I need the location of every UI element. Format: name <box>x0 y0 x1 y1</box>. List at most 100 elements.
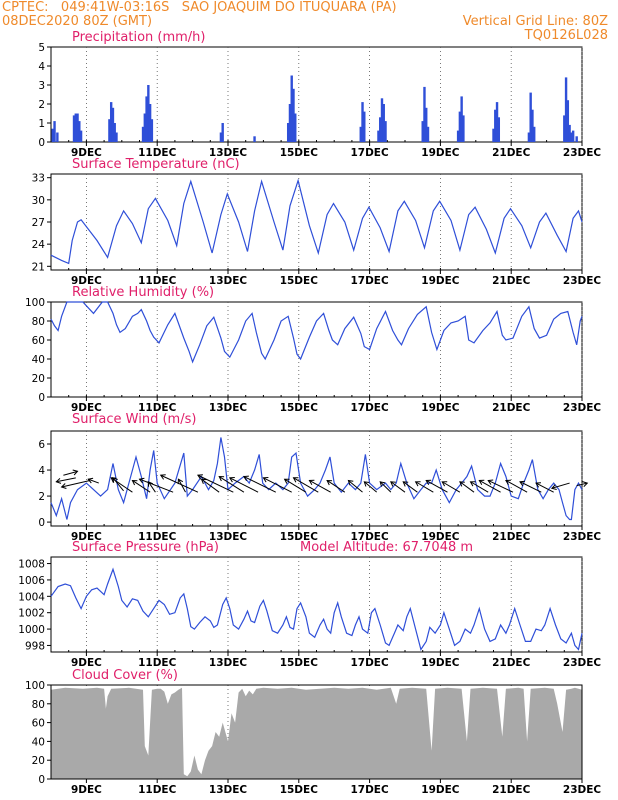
rh-title: Relative Humidity (%) <box>72 285 214 300</box>
precip-title: Precipitation (mm/h) <box>72 30 205 45</box>
precip-bar <box>425 107 428 142</box>
wind-wind-arrow <box>390 481 406 493</box>
wind-wind-arrow <box>61 479 91 488</box>
precip-xtick-label: 21DEC <box>492 147 531 159</box>
rh-ytick-label: 20 <box>32 373 45 385</box>
wind-wind-arrowhead <box>283 478 290 484</box>
wind-wind-arrowhead <box>582 481 589 487</box>
wind-wind-arrow <box>293 477 319 493</box>
pres-subtitle: Model Altitude: 67.7048 m <box>300 540 473 555</box>
wind-wind-arrowhead <box>550 484 557 490</box>
wind-wind-arrowhead <box>379 481 386 487</box>
precip-bar <box>115 132 118 142</box>
cloud-xtick-label: 17DEC <box>350 784 389 796</box>
cloud-xtick-label: 13DEC <box>209 784 248 796</box>
wind-wind-arrow <box>178 478 186 493</box>
wind-wind-arrowhead <box>414 481 421 487</box>
cloud-xtick-label: 23DEC <box>563 784 602 796</box>
precip-bar <box>460 96 463 142</box>
cloud-title: Cloud Cover (%) <box>72 668 178 683</box>
wind-wind-arrow <box>470 481 489 493</box>
wind-wind-arrowhead <box>55 478 62 484</box>
rh-ytick-label: 0 <box>38 392 45 404</box>
precip-bar <box>294 113 297 142</box>
pres-xtick-label: 9DEC <box>71 657 102 669</box>
precip-bar <box>563 115 566 142</box>
pres-xtick-label: 15DEC <box>280 657 319 669</box>
wind-wind-arrow <box>535 482 554 493</box>
wind-wind-arrowhead <box>441 481 448 487</box>
temp-xtick-label: 19DEC <box>421 275 460 287</box>
wind-wind-arrow <box>348 480 363 493</box>
precip-bar <box>109 102 113 142</box>
wind-wind-arrowhead <box>138 477 145 484</box>
rh-xtick-label: 11DEC <box>138 402 177 414</box>
precip-bar <box>51 128 54 142</box>
wind-wind-arrow <box>551 482 570 489</box>
wind-wind-arrow <box>505 480 528 493</box>
wind-wind-arrow <box>110 477 133 493</box>
pres-ytick-label: 1000 <box>18 624 45 636</box>
wind-wind-arrowhead <box>535 482 542 488</box>
temp-title: Surface Temperature (nC) <box>72 157 240 172</box>
cloud-ytick-label: 60 <box>32 718 45 730</box>
wind-title: Surface Wind (m/s) <box>72 412 196 427</box>
precip-bar <box>377 130 380 142</box>
precip-bar <box>111 107 115 142</box>
rh-frame <box>50 301 583 398</box>
precip-bar <box>531 109 534 142</box>
precip-bar <box>456 130 460 142</box>
pres-xtick-label: 13DEC <box>209 657 248 669</box>
precip-xtick-label: 11DEC <box>138 147 177 159</box>
precip-bar <box>253 136 256 142</box>
rh-ytick-label: 40 <box>32 354 45 366</box>
wind-wind-arrow <box>576 482 588 487</box>
cloud-xtick-label: 9DEC <box>71 784 102 796</box>
wind-wind-arrowhead <box>72 469 79 476</box>
wind-wind-arrowhead <box>243 475 249 481</box>
precip-bar <box>74 113 77 142</box>
precip-bar <box>221 123 224 142</box>
wind-wind-arrow <box>363 481 378 493</box>
wind-wind-arrowhead <box>200 478 207 484</box>
wind-wind-arrow <box>309 480 331 493</box>
precip-bar <box>380 98 384 142</box>
temp-xtick-label: 13DEC <box>209 275 248 287</box>
pres-ytick-label: 1002 <box>18 608 45 620</box>
precip-bar <box>286 123 290 142</box>
wind-wind-arrowhead <box>292 477 299 483</box>
wind-wind-arrow <box>487 480 514 493</box>
precip-bar <box>495 102 499 142</box>
precip-ytick-label: 4 <box>38 61 45 73</box>
precip-bar <box>79 130 83 142</box>
wind-xtick-label: 15DEC <box>280 531 319 543</box>
precip-xtick-label: 23DEC <box>563 147 602 159</box>
temp-xtick-label: 23DEC <box>563 275 602 287</box>
wind-wind-arrow <box>415 481 434 493</box>
precip-bar <box>141 126 145 142</box>
wind-wind-arrowhead <box>519 480 526 487</box>
rh-ytick-label: 60 <box>32 335 45 347</box>
precip-frame <box>50 46 583 143</box>
precip-bar <box>533 126 536 142</box>
cloud-xtick-label: 19DEC <box>421 784 460 796</box>
pres-ytick-label: 1006 <box>18 575 45 587</box>
temp-series-line <box>50 178 583 265</box>
wind-wind-arrowhead <box>131 479 138 486</box>
precip-bar <box>570 132 573 142</box>
wind-wind-arrow <box>218 476 245 493</box>
wind-wind-arrow <box>402 481 418 493</box>
wind-xtick-label: 9DEC <box>71 531 102 543</box>
pres-xtick-label: 23DEC <box>563 657 602 669</box>
pres-title: Surface Pressure (hPa) <box>72 540 219 555</box>
wind-ytick-label: 4 <box>38 465 45 477</box>
wind-wind-arrow <box>479 480 501 493</box>
precip-bar <box>359 126 362 142</box>
wind-xtick-label: 13DEC <box>209 531 248 543</box>
precip-bar <box>113 123 116 142</box>
temp-ytick-label: 30 <box>32 195 45 207</box>
wind-wind-arrowhead <box>60 483 67 489</box>
cloud-xtick-label: 21DEC <box>492 784 531 796</box>
wind-wind-arrowhead <box>459 481 465 487</box>
wind-wind-arrowhead <box>487 479 494 485</box>
